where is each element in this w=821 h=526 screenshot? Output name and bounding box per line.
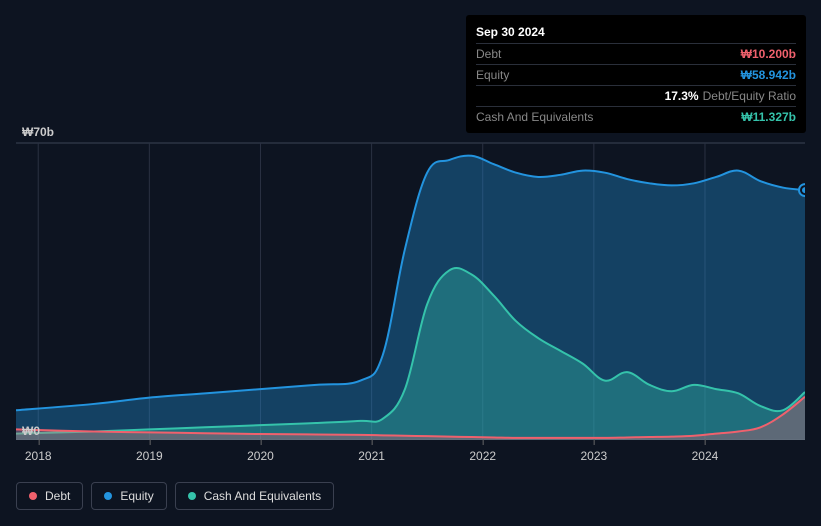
tooltip-label: Debt xyxy=(476,47,741,61)
chart-plot-area[interactable] xyxy=(16,125,805,465)
tooltip-value: ₩58.942b xyxy=(741,68,796,82)
x-tick-label: 2024 xyxy=(692,449,719,463)
legend-label: Equity xyxy=(120,489,153,503)
tooltip-value: ₩11.327b xyxy=(741,110,796,124)
legend-item[interactable]: Equity xyxy=(91,482,166,510)
tooltip-value: ₩10.200b xyxy=(741,47,796,61)
legend-label: Debt xyxy=(45,489,70,503)
y-axis-min-label: ₩0 xyxy=(22,424,40,438)
legend-item[interactable]: Debt xyxy=(16,482,83,510)
legend-label: Cash And Equivalents xyxy=(204,489,321,503)
x-tick-label: 2023 xyxy=(580,449,607,463)
tooltip-date: Sep 30 2024 xyxy=(476,21,796,43)
tooltip-row: Cash And Equivalents₩11.327b xyxy=(476,106,796,127)
tooltip-rows: Debt₩10.200bEquity₩58.942b17.3%Debt/Equi… xyxy=(476,43,796,127)
chart-container: Sep 30 2024 Debt₩10.200bEquity₩58.942b17… xyxy=(0,0,821,526)
legend-dot-icon xyxy=(29,492,37,500)
tooltip-row: 17.3%Debt/Equity Ratio xyxy=(476,85,796,106)
tooltip-row: Debt₩10.200b xyxy=(476,43,796,64)
legend-dot-icon xyxy=(188,492,196,500)
tooltip-value: 17.3%Debt/Equity Ratio xyxy=(665,89,796,103)
legend: Debt Equity Cash And Equivalents xyxy=(16,482,334,510)
x-axis: 2018 2019 2020 2021 2022 2023 2024 xyxy=(16,449,805,469)
tooltip-row: Equity₩58.942b xyxy=(476,64,796,85)
tooltip-label: Equity xyxy=(476,68,741,82)
x-tick-label: 2019 xyxy=(136,449,163,463)
x-tick-label: 2018 xyxy=(25,449,52,463)
x-tick-label: 2022 xyxy=(469,449,496,463)
tooltip-suffix: Debt/Equity Ratio xyxy=(703,89,796,103)
x-tick-label: 2021 xyxy=(358,449,385,463)
legend-item[interactable]: Cash And Equivalents xyxy=(175,482,334,510)
legend-dot-icon xyxy=(104,492,112,500)
data-tooltip: Sep 30 2024 Debt₩10.200bEquity₩58.942b17… xyxy=(466,15,806,133)
tooltip-label xyxy=(476,89,665,103)
x-tick-label: 2020 xyxy=(247,449,274,463)
tooltip-label: Cash And Equivalents xyxy=(476,110,741,124)
chart-svg xyxy=(16,125,805,440)
